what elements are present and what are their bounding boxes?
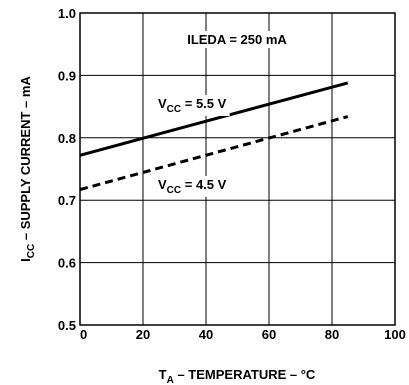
series-lines	[79, 81, 349, 192]
label-background	[184, 31, 291, 48]
x-tick-label-100: 100	[384, 327, 406, 342]
annotation-ileda: ILEDA = 250 mA	[187, 32, 287, 47]
x-tick-label-0: 0	[80, 327, 87, 342]
label-background	[155, 95, 230, 116]
x-tick-label-20: 20	[136, 327, 150, 342]
y-tick-label-0.5: 0.5	[58, 318, 76, 333]
series-label-vcc-4-5: VCC = 4.5 V	[158, 177, 227, 196]
label-background	[155, 176, 230, 197]
tick-labels: 0 20 40 60 80 100 0.5 0.6 0.7 0.8 0.9 1.0	[58, 6, 406, 342]
y-tick-label-0.7: 0.7	[58, 193, 76, 208]
y-tick-label-0.6: 0.6	[58, 256, 76, 271]
series-line-0	[79, 81, 349, 157]
x-tick-label-40: 40	[199, 327, 213, 342]
x-axis-label: TA – TEMPERATURE – °C	[159, 367, 316, 385]
y-tick-label-0.9: 0.9	[58, 68, 76, 83]
y-tick-label-0.8: 0.8	[58, 131, 76, 146]
y-axis-label: ICC – SUPPLY CURRENT – mA	[18, 76, 37, 262]
x-tick-label-60: 60	[262, 327, 276, 342]
grid	[80, 13, 395, 325]
plot-area-frame	[79, 12, 396, 326]
series-line-1	[79, 115, 349, 192]
series-label-vcc-5-5: VCC = 5.5 V	[158, 96, 227, 115]
y-tick-label-1: 1.0	[58, 6, 76, 21]
x-tick-label-80: 80	[325, 327, 339, 342]
